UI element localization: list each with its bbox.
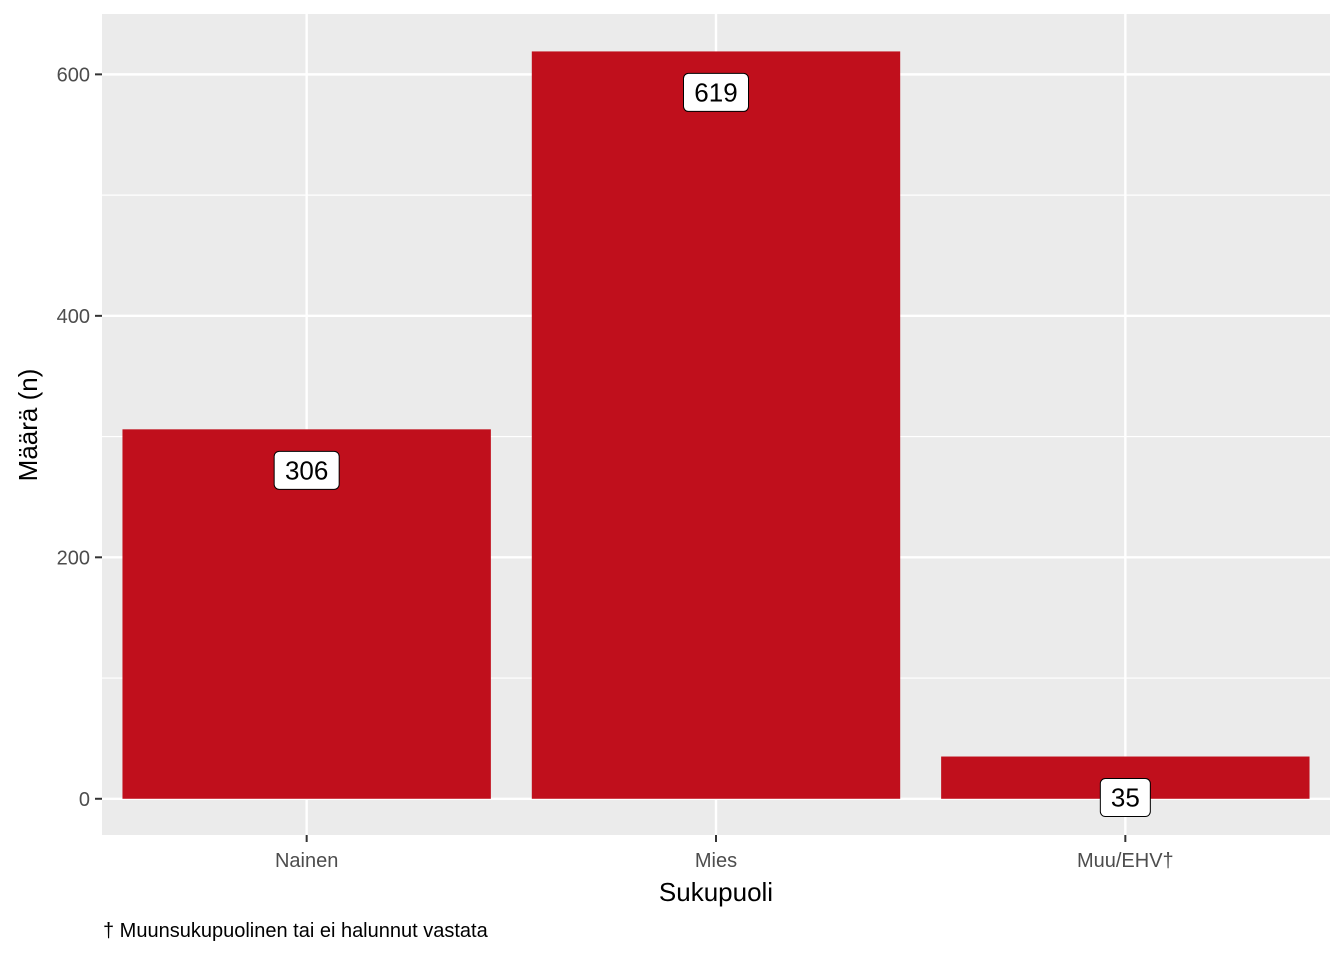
data-label-box — [683, 72, 749, 112]
data-label: 619 — [683, 72, 749, 112]
data-label-text: 35 — [1111, 783, 1140, 813]
bar-nainen — [122, 429, 491, 799]
data-label-box — [1099, 778, 1151, 818]
x-tick-label: Muu/EHV† — [1077, 850, 1174, 872]
bars — [122, 51, 1310, 799]
data-labels: 306 619 35 — [273, 72, 1151, 818]
y-tick-label: 200 — [57, 547, 90, 569]
y-axis: 0 200 400 600 — [57, 64, 102, 811]
chart-caption: † Muunsukupuolinen tai ei halunnut vasta… — [103, 920, 488, 942]
x-axis: Nainen Mies Muu/EHV† — [275, 835, 1174, 872]
data-label: 306 — [273, 450, 340, 490]
y-tick-label: 400 — [57, 306, 90, 328]
y-tick-label: 0 — [79, 789, 90, 811]
data-label: 35 — [1099, 778, 1151, 818]
bar-mies — [531, 51, 901, 799]
data-label-text: 306 — [285, 455, 328, 485]
y-axis-title: Määrä (n) — [13, 369, 43, 482]
x-tick-label: Mies — [695, 850, 737, 872]
x-tick-label: Nainen — [275, 850, 338, 872]
x-axis-title: Sukupuoli — [659, 877, 773, 907]
data-label-text: 619 — [694, 77, 737, 107]
data-label-box — [273, 450, 340, 490]
y-tick-label: 600 — [57, 64, 90, 86]
